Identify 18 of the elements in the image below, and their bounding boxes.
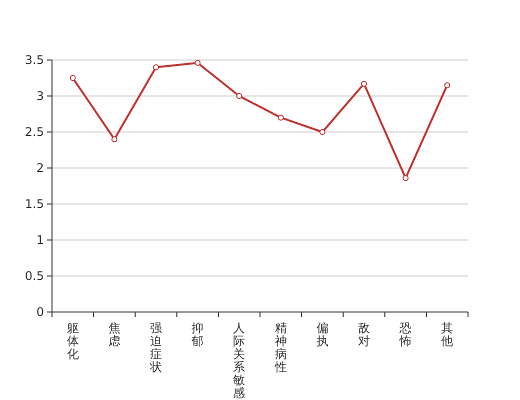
y-tick-label: 3.5 [24,53,44,67]
x-label: 抑郁 [192,321,204,348]
x-label: 其他 [441,321,454,348]
y-tick-label: 1 [36,233,44,247]
x-label: 敌对 [358,321,370,348]
y-tick-label: 0.5 [24,269,44,283]
x-label: 人际关系敏感 [233,321,246,400]
y-tick-label: 2 [36,161,44,175]
x-label: 精神病性 [274,321,287,374]
y-tick-label: 1.5 [24,197,44,211]
x-label: 焦虑 [108,321,120,348]
x-label: 强迫症状 [150,321,162,374]
x-label: 恐怖 [400,321,412,348]
x-label: 偏执 [316,321,328,348]
x-label: 躯体化 [66,321,79,361]
y-tick-label: 0 [36,305,44,319]
y-tick-label: 3 [36,89,44,103]
y-tick-label: 2.5 [24,125,44,139]
